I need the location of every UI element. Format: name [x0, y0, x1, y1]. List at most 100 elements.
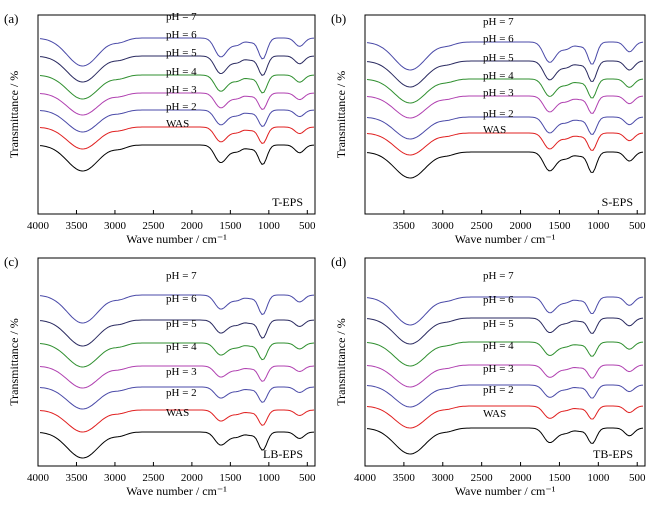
- x-tick-label: 2000: [181, 472, 204, 484]
- spectrum-line: [366, 317, 644, 345]
- series-label: pH = 7: [483, 16, 514, 28]
- y-axis-label: Transmittance / %: [334, 318, 348, 406]
- x-tick-label: 3000: [432, 472, 455, 484]
- series-label: pH = 3: [483, 87, 514, 99]
- series-label: pH = 4: [483, 70, 514, 82]
- series-label: pH = 2: [483, 384, 514, 396]
- series-label: pH = 2: [166, 387, 197, 399]
- x-tick-label: 2500: [142, 472, 165, 484]
- x-tick-label: 1500: [219, 472, 242, 484]
- panel-label: (a): [4, 11, 18, 26]
- spectrum-line: [366, 78, 644, 104]
- series-label: pH = 7: [166, 270, 197, 282]
- spectrum-line: [366, 427, 644, 455]
- sample-label: T-EPS: [272, 195, 303, 209]
- plot-frame: [364, 257, 646, 467]
- series-label: pH = 6: [483, 294, 514, 306]
- series-label: pH = 4: [166, 341, 197, 353]
- series-label: WAS: [166, 118, 189, 130]
- series-label: WAS: [483, 408, 506, 420]
- series-label: pH = 2: [166, 101, 197, 113]
- sample-label: S-EPS: [602, 195, 633, 209]
- plot-frame: [364, 14, 646, 215]
- x-tick-label: 4000: [354, 472, 377, 484]
- panel-d: 4000 3500 3000 2500 2000 1500 1000 500 Wave numb…: [331, 254, 646, 498]
- x-tick-label: 3000: [104, 472, 127, 484]
- spectrum-line: [39, 74, 315, 100]
- spectrum-line: [366, 60, 644, 88]
- x-tick-label: 1000: [587, 472, 610, 484]
- series-label: pH = 6: [483, 33, 514, 45]
- series-label: pH = 6: [166, 29, 197, 41]
- x-axis-label: Wave number / cm⁻¹: [455, 232, 556, 246]
- x-tick-label: 500: [629, 472, 646, 484]
- x-axis-label: Wave number / cm⁻¹: [455, 484, 556, 498]
- x-tick-label: 3000: [432, 220, 455, 232]
- x-tick-label: 1500: [219, 220, 242, 232]
- spectrum-line: [39, 92, 315, 116]
- spectrum-line: [39, 431, 315, 459]
- spectrum-line: [366, 116, 644, 140]
- x-tick-label: 3500: [65, 472, 88, 484]
- series-label: pH = 7: [483, 270, 514, 282]
- spectrum-line: [39, 55, 315, 83]
- series-label: pH = 3: [483, 363, 514, 375]
- series-label: WAS: [483, 124, 506, 136]
- spectrum-line: [39, 37, 315, 67]
- x-tick-label: 3500: [65, 220, 88, 232]
- panel-b: 3500 3000 2500 2000 1500 1000 500 Wave number /…: [331, 11, 646, 246]
- x-tick-label: 2000: [181, 220, 204, 232]
- spectrum-line: [366, 384, 644, 408]
- x-tick-label: 2500: [471, 472, 494, 484]
- x-tick-label: 2000: [510, 472, 533, 484]
- sample-label: LB-EPS: [263, 447, 303, 461]
- panel-c: 4000 3500 3000 2500 2000 1500 1000 500 Wave numb…: [4, 254, 316, 498]
- x-tick-label: 500: [629, 220, 646, 232]
- x-tick-label: 1500: [548, 472, 571, 484]
- spectrum-line: [39, 342, 315, 368]
- series-label: pH = 5: [166, 47, 197, 59]
- series-label: pH = 4: [483, 340, 514, 352]
- x-tick-label: 1000: [258, 472, 281, 484]
- series-label: pH = 2: [483, 108, 514, 120]
- panel-label: (d): [331, 254, 346, 269]
- spectrum-line: [366, 364, 644, 388]
- x-tick-label: 2500: [471, 220, 494, 232]
- plot-frame: [37, 14, 316, 215]
- x-tick-label: 4000: [27, 472, 50, 484]
- series-label: pH = 7: [166, 11, 197, 23]
- y-axis-label: Transmittance / %: [7, 71, 21, 159]
- x-tick-label: 2000: [510, 220, 533, 232]
- series-label: pH = 5: [166, 318, 197, 330]
- spectrum-line: [39, 386, 315, 410]
- spectrum-line: [39, 319, 315, 347]
- spectrum-line: [39, 294, 315, 324]
- sample-label: TB-EPS: [593, 447, 633, 461]
- series-label: pH = 6: [166, 293, 197, 305]
- x-tick-label: 3500: [393, 472, 416, 484]
- x-axis-label: Wave number / cm⁻¹: [126, 484, 227, 498]
- spectrum-line: [366, 41, 644, 71]
- x-tick-label: 1500: [548, 220, 571, 232]
- spectrum-line: [39, 365, 315, 389]
- y-axis-label: Transmittance / %: [334, 71, 348, 159]
- spectrum-line: [366, 151, 644, 179]
- spectrum-line: [39, 109, 315, 133]
- x-tick-label: 3000: [104, 220, 127, 232]
- x-tick-label: 1000: [258, 220, 281, 232]
- spectrum-line: [366, 95, 644, 119]
- series-label: pH = 5: [483, 52, 514, 64]
- spectrum-line: [366, 296, 644, 326]
- spectrum-line: [39, 144, 315, 172]
- y-axis-label: Transmittance / %: [7, 318, 21, 406]
- x-tick-label: 500: [299, 472, 316, 484]
- series-label: pH = 4: [166, 66, 197, 78]
- series-label: pH = 3: [166, 366, 197, 378]
- panel-label: (c): [4, 254, 18, 269]
- spectrum-line: [366, 341, 644, 367]
- x-axis-label: Wave number / cm⁻¹: [126, 232, 227, 246]
- x-tick-label: 1000: [587, 220, 610, 232]
- spectrum-line: [39, 409, 315, 433]
